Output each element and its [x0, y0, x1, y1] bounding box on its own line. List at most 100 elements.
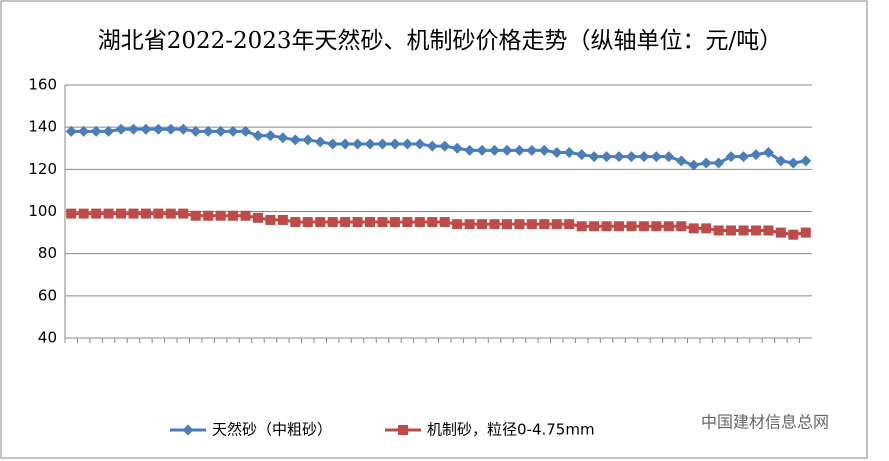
data-point: [538, 144, 550, 156]
data-point: [539, 219, 550, 230]
data-point: [725, 151, 737, 163]
data-point: [152, 123, 164, 135]
data-point: [501, 144, 513, 156]
y-tick-label: 100: [28, 202, 57, 220]
data-point: [103, 208, 114, 219]
data-point: [439, 140, 451, 152]
data-point: [252, 130, 264, 142]
data-point: [165, 208, 176, 219]
data-point: [340, 217, 351, 228]
data-point: [439, 217, 450, 228]
data-point: [775, 227, 786, 238]
data-point: [638, 221, 649, 232]
data-point: [203, 210, 214, 221]
data-point: [701, 223, 712, 234]
y-tick-label: 120: [28, 160, 57, 178]
data-point: [576, 221, 587, 232]
data-point: [178, 208, 189, 219]
data-point: [402, 217, 413, 228]
data-point: [726, 225, 737, 236]
y-tick-label: 140: [28, 118, 57, 136]
data-point: [115, 123, 127, 135]
data-point: [526, 144, 538, 156]
data-point: [700, 157, 712, 169]
data-point: [190, 210, 201, 221]
data-point: [713, 225, 724, 236]
data-point: [91, 208, 102, 219]
data-point: [78, 125, 90, 137]
data-point: [252, 212, 263, 223]
data-point: [426, 140, 438, 152]
data-point: [240, 125, 252, 137]
data-point: [614, 221, 625, 232]
data-point: [365, 217, 376, 228]
data-point: [401, 138, 413, 150]
data-point: [327, 217, 338, 228]
data-point: [763, 225, 774, 236]
data-point: [227, 125, 239, 137]
data-point: [601, 221, 612, 232]
legend-label: 天然砂（中粗砂）: [212, 421, 332, 439]
watermark: 中国建材信息总网: [701, 413, 829, 432]
data-point: [302, 134, 314, 146]
data-point: [788, 229, 799, 240]
data-point: [140, 208, 151, 219]
data-point: [215, 125, 227, 137]
data-point: [128, 208, 139, 219]
data-point: [514, 219, 525, 230]
data-point: [103, 125, 115, 137]
data-point: [464, 219, 475, 230]
data-point: [427, 217, 438, 228]
data-point: [551, 146, 563, 158]
data-point: [451, 142, 463, 154]
y-tick-label: 160: [28, 76, 57, 94]
legend-marker: [398, 425, 408, 435]
data-point: [601, 151, 613, 163]
data-point: [452, 219, 463, 230]
data-point: [625, 151, 637, 163]
data-point: [377, 217, 388, 228]
data-point: [116, 208, 127, 219]
data-point: [513, 144, 525, 156]
data-point: [90, 125, 102, 137]
data-point: [476, 144, 488, 156]
data-point: [750, 149, 762, 161]
data-point: [564, 219, 575, 230]
data-point: [389, 138, 401, 150]
data-point: [651, 221, 662, 232]
data-point: [750, 225, 761, 236]
data-point: [501, 219, 512, 230]
data-point: [688, 159, 700, 171]
data-point: [688, 223, 699, 234]
y-tick-label: 80: [38, 244, 57, 262]
data-point: [414, 138, 426, 150]
data-point: [314, 136, 326, 148]
data-point: [127, 123, 139, 135]
data-point: [638, 151, 650, 163]
data-point: [464, 144, 476, 156]
data-point: [414, 217, 425, 228]
data-point: [264, 130, 276, 142]
data-point: [265, 214, 276, 225]
y-tick-label: 40: [38, 329, 57, 347]
data-point: [738, 225, 749, 236]
data-point: [588, 151, 600, 163]
data-point: [526, 219, 537, 230]
data-point: [563, 146, 575, 158]
data-point: [489, 219, 500, 230]
legend-label: 机制砂，粒径0-4.75mm: [427, 421, 595, 439]
data-point: [352, 138, 364, 150]
data-point: [626, 221, 637, 232]
chart-title: 湖北省2022-2023年天然砂、机制砂价格走势（纵轴单位：元/吨）: [98, 28, 783, 54]
data-point: [339, 138, 351, 150]
data-point: [277, 214, 288, 225]
data-point: [613, 151, 625, 163]
data-point: [775, 155, 787, 167]
data-point: [190, 125, 202, 137]
y-tick-label: 60: [38, 286, 57, 304]
data-point: [327, 138, 339, 150]
data-point: [489, 144, 501, 156]
data-point: [165, 123, 177, 135]
data-point: [228, 210, 239, 221]
